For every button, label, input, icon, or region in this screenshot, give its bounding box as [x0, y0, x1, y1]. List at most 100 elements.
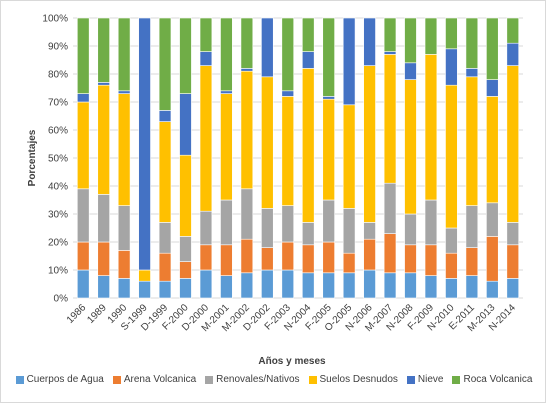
bar-segment: [117, 205, 131, 251]
bar-segment: [404, 62, 417, 80]
bar-segment: [158, 110, 172, 122]
bar-segment: [281, 17, 295, 92]
bar-segment: [261, 247, 274, 271]
bar-segment: [424, 244, 438, 276]
bar-segment: [97, 275, 110, 299]
stacked-bar-chart: 0% 10% 20% 30% 40% 50% 60% 70% 80% 90% 100% 198619…: [27, 14, 523, 367]
bar-segment: [486, 17, 499, 80]
bar-segment: [342, 272, 356, 299]
bar-segment: [220, 275, 233, 299]
bar-segment: [179, 17, 192, 94]
bar-segment: [383, 182, 397, 234]
legend-swatch: [15, 375, 24, 384]
legend-swatch: [112, 375, 121, 384]
bar-segment: [342, 252, 356, 274]
y-tick-label: 70%: [48, 98, 68, 109]
bar-segment: [486, 79, 499, 97]
bar-segment: [486, 96, 499, 204]
bar-segment: [404, 17, 417, 64]
bar-segment: [383, 54, 397, 184]
bar-segment: [179, 236, 192, 262]
bar-segment: [506, 222, 520, 246]
bar-segment: [240, 272, 254, 299]
bar-segment: [117, 250, 131, 279]
bar-segment: [404, 244, 417, 274]
bar-segment: [322, 272, 335, 299]
bar-segment: [76, 93, 90, 103]
bar-segment: [424, 54, 438, 201]
bar-segment: [322, 17, 335, 97]
bar-segment: [342, 104, 356, 209]
bar-segment: [76, 269, 90, 299]
bar-segment: [445, 252, 458, 279]
y-axis-title: Porcentajes: [27, 129, 38, 186]
legend-item: Roca Volcanica: [452, 374, 532, 385]
bar-segment: [445, 17, 458, 50]
bar-segment: [465, 247, 479, 276]
bar-segment: [138, 280, 151, 299]
legend-label: Suelos Desnudos: [319, 374, 398, 385]
bar-segment: [117, 278, 131, 299]
bar-segment: [240, 188, 254, 240]
bar-segment: [404, 272, 417, 299]
bar-segment: [97, 194, 110, 243]
bar-segment: [220, 17, 233, 92]
bar-segment: [117, 93, 131, 206]
bar-segment: [220, 90, 233, 94]
bar-segment: [261, 269, 274, 299]
legend-label: Renovales/Nativos: [216, 374, 300, 385]
bar-segment: [342, 17, 356, 106]
bar-segment: [261, 17, 274, 78]
bar-segment: [138, 269, 151, 282]
bar-segment: [179, 93, 192, 156]
legend-label: Roca Volcanica: [463, 374, 533, 385]
y-tick-label: 80%: [48, 70, 68, 81]
bar-segment: [220, 93, 233, 201]
bar-segment: [76, 241, 90, 271]
bar-segment: [158, 252, 172, 282]
bar-segment: [199, 17, 213, 52]
bar-segment: [363, 17, 376, 66]
bar-segment: [486, 280, 499, 299]
bar-segment: [342, 208, 356, 254]
legend-swatch: [406, 375, 415, 384]
legend-label: Arena Volcanica: [123, 374, 197, 385]
legend-item: Cuerpos de Agua: [15, 374, 104, 385]
bar-segment: [199, 51, 213, 66]
y-tick-label: 100%: [42, 14, 68, 25]
bar-segment: [158, 222, 172, 254]
bar-segment: [465, 76, 479, 206]
bar-segment: [220, 199, 233, 246]
bar-segment: [117, 17, 131, 92]
bar-segment: [117, 90, 131, 94]
bar-segment: [404, 79, 417, 215]
bar-segment: [301, 17, 315, 52]
bar-segment: [363, 65, 376, 223]
bar-segment: [199, 269, 213, 299]
bar-segment: [138, 17, 151, 271]
legend-label: Cuerpos de Agua: [26, 374, 104, 385]
bar-segment: [301, 244, 315, 274]
x-axis-ticks: 198619891990S-1999D-1999F-2000D-2000M-20…: [65, 302, 518, 334]
bar-segment: [240, 70, 254, 190]
legend-item: Renovales/Nativos: [205, 374, 300, 385]
bar-segment: [424, 275, 438, 299]
bar-segment: [322, 98, 335, 201]
x-axis-title: Años y meses: [258, 356, 326, 367]
y-tick-label: 90%: [48, 42, 68, 53]
bar-segment: [383, 51, 397, 55]
bar-segment: [465, 205, 479, 248]
bar-segment: [158, 17, 172, 111]
bar-segment: [322, 241, 335, 274]
bar-segment: [506, 278, 520, 299]
bar-segment: [240, 17, 254, 69]
bar-segment: [76, 188, 90, 243]
legend-item: Arena Volcanica: [112, 374, 197, 385]
bar-segment: [179, 278, 192, 299]
bar-segment: [179, 154, 192, 237]
bar-segment: [281, 90, 295, 97]
y-axis-ticks: 0% 10% 20% 30% 40% 50% 60% 70% 80% 90% 100%: [42, 14, 68, 305]
bar-segment: [97, 84, 110, 195]
bar-segment: [506, 42, 520, 66]
